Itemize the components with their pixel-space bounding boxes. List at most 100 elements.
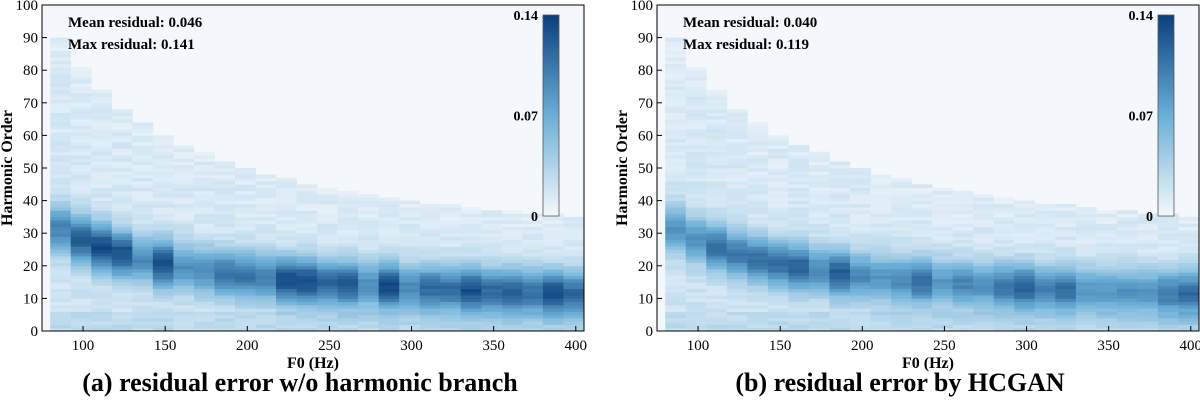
heatmap-cell <box>460 220 482 224</box>
heatmap-cell <box>501 252 523 257</box>
heatmap-cell <box>460 272 482 276</box>
heatmap-cell <box>296 272 318 276</box>
heatmap-cell <box>255 285 277 290</box>
heatmap-cell <box>1116 298 1138 303</box>
heatmap-cell <box>911 298 933 303</box>
heatmap-cell <box>665 66 687 71</box>
heatmap-cell <box>173 291 195 296</box>
heatmap-cell <box>932 278 954 283</box>
heatmap-cell <box>542 308 564 312</box>
heatmap-cell <box>911 207 933 211</box>
heatmap-cell <box>173 229 195 234</box>
heatmap-cell <box>1096 249 1118 254</box>
heatmap-cell <box>481 298 503 303</box>
heatmap-cell <box>152 151 174 156</box>
heatmap-cell <box>419 295 441 299</box>
heatmap-cell <box>50 161 72 166</box>
heatmap-cell <box>665 308 687 312</box>
heatmap-cell <box>1034 317 1056 322</box>
heatmap-cell <box>1096 288 1118 293</box>
heatmap-cell <box>808 298 830 303</box>
heatmap-cell <box>132 154 154 159</box>
heatmap-cell <box>1075 246 1097 250</box>
heatmap-cell <box>91 291 113 296</box>
heatmap-cell <box>870 246 892 250</box>
heatmap-cell <box>152 233 174 237</box>
heatmap-cell <box>891 291 912 296</box>
heatmap-cell <box>276 226 297 231</box>
heatmap-cell <box>1178 229 1200 234</box>
heatmap-cell <box>870 288 892 293</box>
heatmap-cell <box>173 278 195 283</box>
heatmap-cell <box>460 256 482 260</box>
heatmap-cell <box>706 122 728 127</box>
heatmap-cell <box>665 324 687 329</box>
heatmap-cell <box>891 259 912 263</box>
heatmap-cell <box>788 158 810 162</box>
heatmap-cell <box>849 229 871 234</box>
heatmap-cell <box>419 285 441 290</box>
heatmap-cell <box>685 304 707 309</box>
heatmap-cell <box>70 278 92 283</box>
heatmap-cell <box>767 327 789 332</box>
heatmap-cell <box>993 262 1015 267</box>
heatmap-cell <box>419 301 441 306</box>
heatmap-cell <box>1137 317 1159 322</box>
heatmap-cell <box>378 223 400 228</box>
heatmap-cell <box>193 265 215 270</box>
heatmap-cell <box>1157 304 1179 309</box>
heatmap-cell <box>1034 269 1056 273</box>
heatmap-cell <box>276 233 297 237</box>
heatmap-cell <box>829 262 851 267</box>
heatmap-cell <box>665 282 687 286</box>
heatmap-cell <box>706 125 728 130</box>
heatmap-cell <box>665 203 687 208</box>
heatmap-cell <box>870 314 892 319</box>
heatmap-cell <box>932 200 954 205</box>
heatmap-cell <box>726 135 748 140</box>
heatmap-cell <box>747 125 769 130</box>
heatmap-cell <box>726 174 748 179</box>
heatmap-cell <box>234 269 256 273</box>
heatmap-cell <box>952 226 974 231</box>
heatmap-cell <box>50 93 72 97</box>
heatmap-cell <box>1157 252 1179 257</box>
heatmap-cell <box>50 259 72 263</box>
heatmap-cell <box>665 275 687 280</box>
heatmap-cell <box>91 148 113 153</box>
heatmap-cell <box>1014 327 1036 332</box>
heatmap-cell <box>685 262 707 267</box>
heatmap-cell <box>1075 213 1097 218</box>
heatmap-cell <box>193 324 215 329</box>
heatmap-cell <box>911 194 933 198</box>
heatmap-cell <box>214 259 236 263</box>
heatmap-cell <box>685 288 707 293</box>
heatmap-cell <box>378 278 400 283</box>
heatmap-cell <box>808 158 830 162</box>
colorbar-tick-label: 0.07 <box>514 110 539 125</box>
heatmap-cell <box>1116 304 1138 309</box>
heatmap-cell <box>70 112 92 117</box>
heatmap-cell <box>808 291 830 296</box>
heatmap-cell <box>706 304 728 309</box>
heatmap-cell <box>70 301 92 306</box>
heatmap-cell <box>440 223 462 228</box>
heatmap-cell <box>726 236 748 241</box>
heatmap-cell <box>337 242 359 247</box>
heatmap-cell <box>214 223 236 228</box>
heatmap-cell <box>276 207 297 211</box>
heatmap-cell <box>1178 282 1200 286</box>
heatmap-cell <box>1137 220 1159 224</box>
heatmap-cell <box>1014 259 1036 263</box>
heatmap-cell <box>1096 246 1118 250</box>
heatmap-cell <box>1137 272 1159 276</box>
heatmap-cell <box>870 327 892 332</box>
heatmap-cell <box>665 197 687 201</box>
heatmap-cell <box>234 317 256 322</box>
heatmap-cell <box>1096 324 1118 329</box>
heatmap-cell <box>952 229 974 234</box>
heatmap-cell <box>726 308 748 312</box>
heatmap-cell <box>1075 210 1097 215</box>
heatmap-cell <box>50 73 72 78</box>
heatmap-cell <box>501 321 523 325</box>
